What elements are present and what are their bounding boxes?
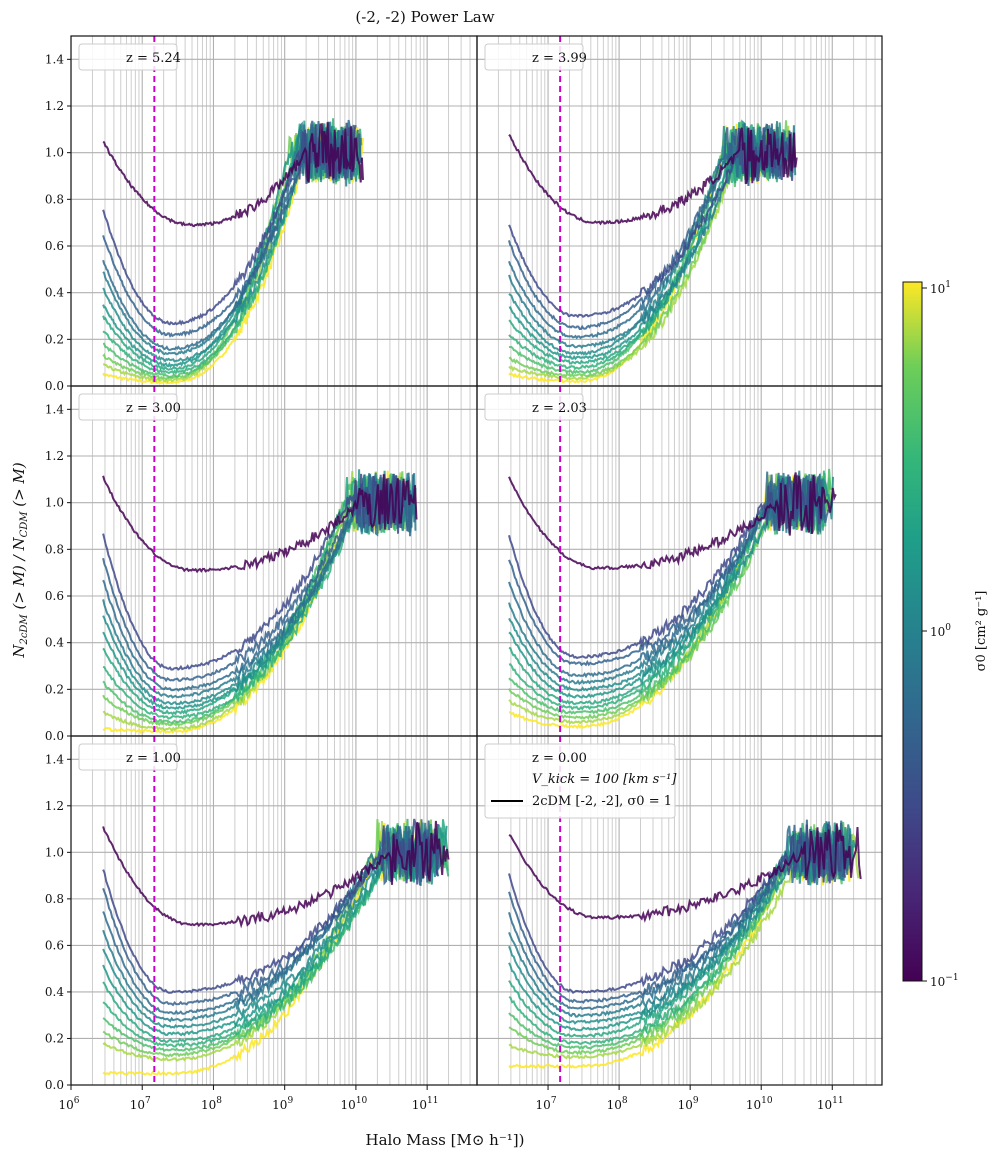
panel: 0.0 0.2 0.4 0.6 0.8 1.0 1.2 1.4 z = 5.24 xyxy=(45,35,478,393)
x-tick-label: 1010 xyxy=(746,1096,773,1112)
y-tick-label: 0.0 xyxy=(45,379,64,393)
x-tick-label: 109 xyxy=(272,1096,293,1112)
colorbar xyxy=(902,281,923,982)
x-tick-label: 109 xyxy=(678,1096,699,1112)
panel: z = 2.03 xyxy=(476,385,883,737)
series-line xyxy=(102,122,364,228)
colorbar-tick-label: 101 xyxy=(930,280,951,296)
y-tick-label: 0.0 xyxy=(45,729,64,743)
x-tick-label: 106 xyxy=(58,1096,79,1112)
colorbar-ticks: 101 100 10−1 xyxy=(922,280,959,989)
panels-layer: 0.0 0.2 0.4 0.6 0.8 1.0 1.2 1.4 z = 5.24 z = 3.99… xyxy=(45,35,883,1092)
y-tick-label: 0.8 xyxy=(45,192,64,206)
panel-content xyxy=(71,386,477,736)
legend-box xyxy=(78,43,178,71)
y-tick-label: 0.4 xyxy=(45,286,64,300)
y-tick-label: 1.2 xyxy=(45,449,64,463)
series-line xyxy=(508,123,786,340)
legend-label: z = 0.00 xyxy=(532,751,587,766)
colorbar-tick-label: 10−1 xyxy=(930,973,959,989)
y-tick-label: 1.4 xyxy=(45,402,64,416)
series-line xyxy=(508,823,862,923)
panel: 0.0 0.2 0.4 0.6 0.8 1.0 1.2 1.4 z = 3.00 xyxy=(45,385,478,743)
legend-box xyxy=(484,393,584,421)
x-tick-label: 1011 xyxy=(817,1096,844,1112)
y-tick-label: 0.2 xyxy=(45,1031,64,1045)
legend-2cdm: 2cDM [-2, -2], σ0 = 1 xyxy=(532,794,672,809)
y-tick-label: 0.4 xyxy=(45,636,64,650)
series-line xyxy=(508,123,783,330)
panel-content xyxy=(71,36,477,386)
x-tick-label: 107 xyxy=(536,1096,557,1112)
series-line xyxy=(508,127,798,226)
series-line xyxy=(508,474,824,725)
panel: z = 0.00 V_kick = 100 [km s⁻¹] 2cDM [-2, -… xyxy=(476,735,883,1086)
series-line xyxy=(508,822,845,1032)
legend-box xyxy=(484,743,676,819)
panel-content xyxy=(477,386,882,736)
series-line xyxy=(102,474,418,574)
panel-content xyxy=(477,36,882,386)
legend-box xyxy=(78,393,178,421)
legend-vkick: V_kick = 100 [km s⁻¹] xyxy=(532,772,677,787)
legend-box xyxy=(484,43,584,71)
legend-label: z = 2.03 xyxy=(532,401,587,416)
y-tick-label: 0.2 xyxy=(45,332,64,346)
y-tick-label: 1.0 xyxy=(45,496,64,510)
panel: 0.0 0.2 0.4 0.6 0.8 1.0 1.2 1.4 z = 1.00 xyxy=(45,735,478,1092)
x-tick-label: 108 xyxy=(201,1096,222,1112)
colorbar-tick-label: 100 xyxy=(930,623,951,639)
x-axis-ticks: 106 107 108 109 1010 1011 107 108 109 1010 1011 xyxy=(58,1085,844,1112)
y-tick-label: 1.4 xyxy=(45,52,64,66)
panel-frame xyxy=(476,735,883,1086)
x-tick-label: 107 xyxy=(130,1096,151,1112)
y-tick-label: 0.4 xyxy=(45,985,64,999)
y-tick-label: 0.6 xyxy=(45,938,64,952)
y-tick-label: 0.8 xyxy=(45,542,64,556)
series-line xyxy=(508,823,846,995)
legend-box xyxy=(78,743,178,771)
y-tick-label: 1.4 xyxy=(45,752,64,766)
x-tick-label: 1010 xyxy=(341,1096,368,1112)
legend-label: z = 5.24 xyxy=(126,51,181,66)
panel: z = 3.99 xyxy=(476,35,883,387)
legend-label: z = 1.00 xyxy=(126,751,181,766)
y-tick-label: 1.2 xyxy=(45,799,64,813)
y-tick-label: 0.0 xyxy=(45,1078,64,1092)
series-line xyxy=(508,472,830,667)
y-tick-label: 0.8 xyxy=(45,892,64,906)
y-tick-label: 1.2 xyxy=(45,99,64,113)
panel-content xyxy=(71,736,477,1085)
series-line xyxy=(508,472,837,571)
series-line xyxy=(102,122,357,326)
legend-label: z = 3.00 xyxy=(126,401,181,416)
x-axis-label: Halo Mass [M⊙ h⁻¹]) xyxy=(366,1131,525,1149)
series-line xyxy=(102,473,405,671)
y-tick-label: 0.2 xyxy=(45,682,64,696)
series-line xyxy=(102,820,450,929)
y-tick-label: 0.6 xyxy=(45,589,64,603)
x-tick-label: 1011 xyxy=(412,1096,439,1112)
y-tick-label: 1.0 xyxy=(45,146,64,160)
series-line xyxy=(102,123,362,363)
colorbar-label: σ0 [cm² g⁻¹] xyxy=(974,591,989,672)
legend-label: z = 3.99 xyxy=(532,51,587,66)
x-tick-label: 108 xyxy=(607,1096,628,1112)
chart-title: (-2, -2) Power Law xyxy=(355,8,494,26)
y-axis-label: N2cDM (> M) / NCDM (> M) xyxy=(10,462,30,658)
y-tick-label: 1.0 xyxy=(45,845,64,859)
y-tick-label: 0.6 xyxy=(45,239,64,253)
